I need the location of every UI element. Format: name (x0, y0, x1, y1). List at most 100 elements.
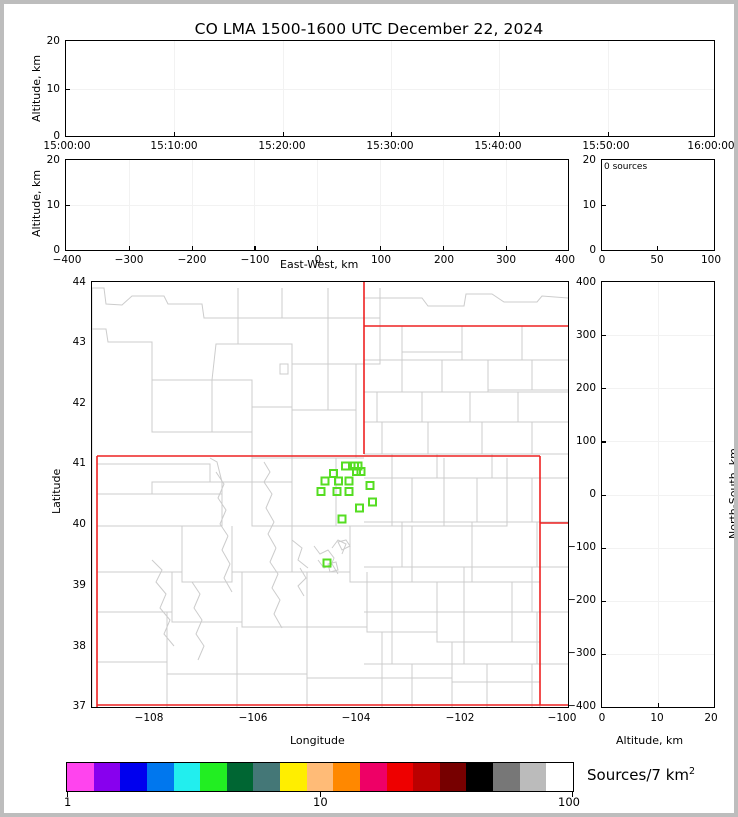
panel-north-south-height[interactable] (601, 281, 715, 708)
tick-p1-x-4: 15:40:00 (474, 140, 522, 152)
axis-title-p1-altitude: Altitude, km (30, 54, 43, 122)
colorbar[interactable] (66, 762, 574, 792)
axis-title-longitude: Longitude (290, 734, 345, 747)
lma-source-marker (365, 480, 375, 490)
tick-p3-y-0: 0 (589, 244, 596, 256)
colorbar-title: Sources/7 km2 (587, 766, 695, 784)
tick-ns-100: 100 (575, 435, 596, 447)
lma-source-marker (316, 486, 326, 496)
tick-p2-x-5: 100 (370, 254, 392, 266)
tick-lat-44: 44 (72, 276, 86, 288)
tick-p1-x-2: 15:20:00 (258, 140, 306, 152)
tick-p1-x-5: 15:50:00 (582, 140, 630, 152)
lma-source-marker (320, 476, 330, 486)
tick-p1-y-10: 10 (46, 83, 60, 95)
colorbar-title-text: Sources/7 km (587, 766, 689, 784)
tick-p3-y-20: 20 (582, 154, 596, 166)
tick-lon-108: −108 (134, 712, 164, 724)
colorbar-band-12 (386, 763, 414, 791)
cbar-label-1: 1 (64, 795, 72, 809)
tick-p1-x-3: 15:30:00 (366, 140, 414, 152)
lma-source-marker (322, 558, 332, 568)
lma-source-marker (367, 497, 377, 507)
tick-ns-200: 200 (575, 382, 596, 394)
figure-title: CO LMA 1500-1600 UTC December 22, 2024 (194, 20, 544, 38)
axis-title-p2-altitude: Altitude, km (30, 169, 43, 237)
tick-p2-x-3: −100 (240, 254, 270, 266)
lma-source-marker (354, 503, 364, 513)
lma-source-marker (333, 476, 343, 486)
lma-source-marker (337, 514, 347, 524)
colorbar-band-11 (359, 763, 387, 791)
lma-source-marker (344, 476, 354, 486)
colorbar-band-4 (173, 763, 201, 791)
colorbar-band-8 (280, 763, 307, 791)
map-geography (92, 282, 568, 707)
lma-source-marker (351, 466, 361, 476)
tick-ns-300: 300 (575, 329, 596, 341)
lma-source-marker (356, 466, 366, 476)
cbar-tick-100 (572, 792, 574, 797)
colorbar-band-3 (146, 763, 174, 791)
colorbar-band-2 (120, 763, 147, 791)
lma-source-marker (344, 486, 354, 496)
cbar-tick-10 (320, 792, 322, 797)
tick-ns-400: 400 (575, 276, 596, 288)
panel-altitude-histogram[interactable]: 0 sources (601, 159, 715, 251)
tick-ns-m300: −300 (567, 647, 596, 659)
lma-source-marker (341, 461, 351, 471)
cbar-tick-1 (67, 792, 69, 797)
tick-lon-102: −102 (445, 712, 475, 724)
tick-p1-x-1: 15:10:00 (150, 140, 198, 152)
tick-p2-x-1: −300 (114, 254, 144, 266)
colorbar-band-15 (466, 763, 493, 791)
colorbar-band-14 (439, 763, 467, 791)
panel-time-height[interactable] (65, 40, 715, 137)
tick-lon-106: −106 (238, 712, 268, 724)
tick-p2-x-7: 300 (495, 254, 517, 266)
tick-p1-y-0: 0 (53, 130, 60, 142)
tick-p2-x-6: 200 (433, 254, 455, 266)
tick-p2-y-10: 10 (46, 199, 60, 211)
colorbar-band-17 (519, 763, 547, 791)
tick-p3-x-1: 50 (650, 254, 664, 266)
tick-p2-x-2: −200 (177, 254, 207, 266)
axis-title-east-west: East-West, km (280, 258, 359, 271)
tick-lat-41: 41 (72, 457, 86, 469)
colorbar-band-10 (333, 763, 360, 791)
tick-p3-x-0: 0 (598, 254, 606, 266)
tick-lat-43: 43 (72, 336, 86, 348)
panel-plan-view-map[interactable] (91, 281, 569, 708)
tick-lat-38: 38 (72, 640, 86, 652)
tick-p1-x-0: 15:00:00 (43, 140, 91, 152)
tick-lat-39: 39 (72, 579, 86, 591)
tick-p2-y-20: 20 (46, 154, 60, 166)
tick-lat-42: 42 (72, 397, 86, 409)
axis-title-latitude: Latitude (50, 468, 63, 514)
colorbar-band-16 (493, 763, 520, 791)
county-outlines (92, 287, 568, 707)
colorbar-band-7 (253, 763, 280, 791)
panel-east-west-height[interactable] (65, 159, 569, 251)
state-borders (96, 282, 568, 707)
cbar-label-10: 10 (313, 795, 328, 809)
colorbar-title-exponent: 2 (689, 766, 696, 777)
tick-alt-20: 20 (704, 712, 718, 724)
lma-source-marker (332, 486, 342, 496)
tick-p1-y-20: 20 (46, 35, 60, 47)
tick-p1-x-6: 16:00:00 (687, 140, 735, 152)
tick-ns-m400: −400 (567, 700, 596, 712)
colorbar-band-1 (93, 763, 121, 791)
colorbar-band-0 (67, 763, 94, 791)
colorbar-band-13 (413, 763, 440, 791)
colorbar-band-9 (306, 763, 334, 791)
axis-title-north-south: North-South, km (727, 448, 738, 539)
tick-alt-0: 0 (598, 712, 606, 724)
colorbar-band-6 (226, 763, 254, 791)
tick-p2-x-4: 0 (314, 254, 322, 266)
tick-ns-m200: −200 (567, 594, 596, 606)
tick-p2-y-0: 0 (53, 244, 60, 256)
tick-alt-10: 10 (650, 712, 664, 724)
lma-source-marker (329, 468, 339, 478)
